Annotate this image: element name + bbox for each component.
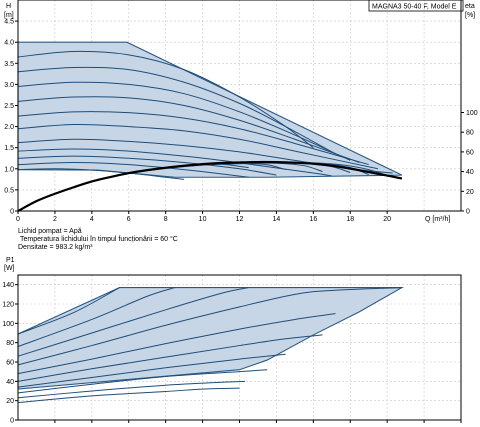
head-curve-10 [17, 161, 249, 178]
power-curve-10 [17, 387, 240, 404]
head-y-tick-label: 1.0 [4, 166, 14, 173]
power-axis-unit: [W] [4, 265, 15, 272]
head-y-tick-label: 4.0 [4, 40, 14, 47]
power-curve-9 [17, 380, 246, 399]
power-envelope [17, 287, 405, 390]
eta-y-tick-label: 80 [466, 130, 474, 137]
eta-y-tick-label: 0 [466, 209, 470, 216]
power-y-tick-label: 100 [2, 321, 14, 328]
power-y-tick-label: 60 [6, 360, 14, 367]
head-curve-8 [17, 148, 332, 177]
power-y-tick-label: 80 [6, 340, 14, 347]
head-x-tick-label: 6 [127, 216, 131, 223]
head-x-tick-label: 16 [309, 216, 317, 223]
head-axis-unit: [m] [4, 12, 14, 19]
power-curve-7 [17, 353, 286, 388]
flow-axis-label: Q [m³/h] [425, 216, 450, 223]
eta-axis-unit: [%] [465, 12, 475, 19]
head-curve-3 [17, 81, 351, 161]
head-y-tick-label: 0 [10, 209, 14, 216]
power-curve-1 [17, 287, 120, 335]
power-curve-6 [17, 334, 323, 382]
power-y-tick-label: 120 [2, 302, 14, 309]
head-x-tick-label: 4 [90, 216, 94, 223]
power-curve-3 [17, 287, 249, 357]
eta-axis-label: eta [465, 3, 475, 10]
head-axis-label: H [6, 3, 11, 10]
head-x-tick-label: 18 [346, 216, 354, 223]
head-y-tick-label: 0.5 [4, 187, 14, 194]
eta-y-tick-label: 100 [466, 110, 478, 117]
eta-y-tick-label: 20 [466, 189, 474, 196]
head-y-tick-label: 2.0 [4, 124, 14, 131]
head-y-tick-label: 2.5 [4, 103, 14, 110]
head-curve-5 [17, 111, 369, 166]
head-x-tick-label: 12 [236, 216, 244, 223]
eta-curve-max [17, 160, 403, 212]
head-x-tick-label: 0 [16, 216, 20, 223]
head-y-tick-label: 3.5 [4, 61, 14, 68]
power-axis-label: P1 [6, 257, 15, 264]
fluid-info: Lichid pompat = Apă [18, 228, 82, 235]
head-x-tick-label: 20 [383, 216, 391, 223]
power-curve-5 [17, 313, 336, 375]
model-box [368, 0, 464, 12]
density-info: Densitate = 983.2 kg/m³ [18, 244, 93, 251]
head-curve-9 [17, 155, 277, 176]
head-curve-11 [17, 168, 185, 180]
head-curve-4 [17, 96, 360, 163]
head-curve-2 [17, 66, 333, 153]
power-chart: 0 20 40 60 80 100 120 140 [2, 274, 462, 425]
head-x-tick-label: 10 [199, 216, 207, 223]
head-x-tick-label: 14 [273, 216, 281, 223]
head-y-tick-label: 1.5 [4, 145, 14, 152]
power-curve-8 [17, 369, 268, 394]
temperature-info: Temperatura lichidului în timpul funcțio… [20, 235, 178, 243]
head-y-tick-label: 4.5 [4, 19, 14, 26]
model-label: MAGNA3 50-40 F, Model E [372, 4, 457, 11]
head-x-tick-label: 8 [164, 216, 168, 223]
eta-y-tick-label: 60 [466, 149, 474, 156]
power-y-tick-label: 20 [6, 398, 14, 405]
power-y-tick-label: 0 [10, 418, 14, 425]
head-chart: 0 2 4 6 8 10 12 14 16 18 20 0 0.5 1.0 1.5 2.0 2.5 3.0 3.5 4… [4, 0, 478, 223]
head-y-tick-label: 3.0 [4, 82, 14, 89]
power-y-tick-label: 140 [2, 282, 14, 289]
power-curve-2 [17, 287, 176, 348]
power-y-tick-label: 40 [6, 379, 14, 386]
head-curve-6 [17, 123, 379, 170]
head-x-tick-label: 2 [53, 216, 57, 223]
eta-y-tick-label: 40 [466, 169, 474, 176]
power-curve-4 [17, 287, 402, 366]
